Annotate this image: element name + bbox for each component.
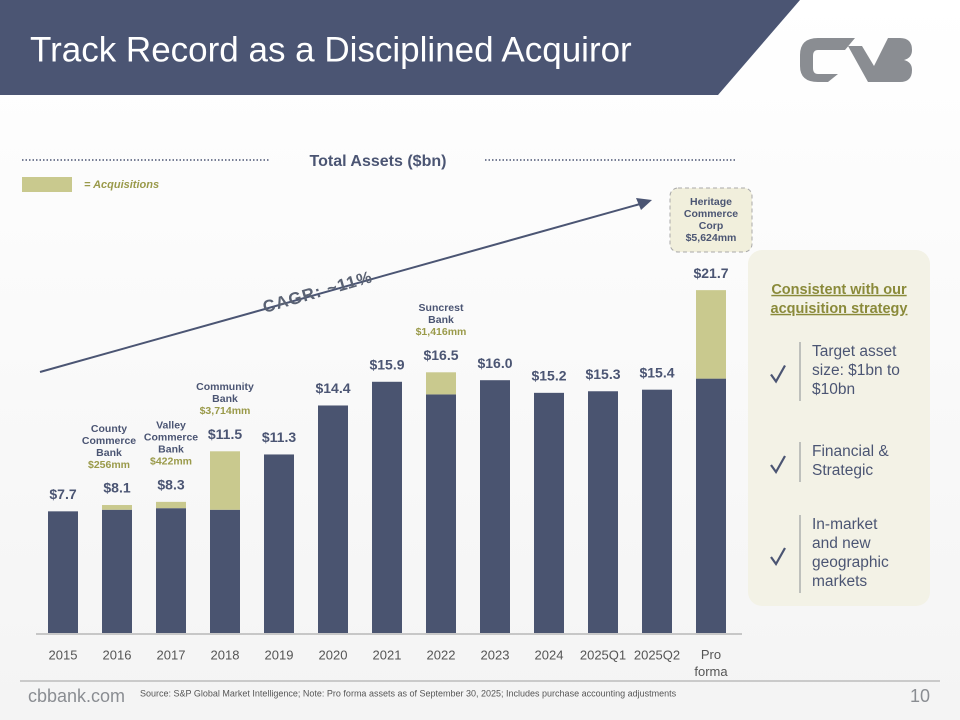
chart-subtitle: Total Assets ($bn) [310, 153, 447, 170]
acquisition-amount: $256mm [88, 459, 130, 471]
x-tick-label: 2025Q2 [634, 647, 680, 662]
bar-segment [102, 509, 132, 633]
slide-title: Track Record as a Disciplined Acquiror [30, 30, 632, 69]
acquisition-name: Commerce [144, 432, 198, 444]
total-label: $8.3 [157, 477, 184, 493]
x-tick-label: 2015 [49, 647, 78, 662]
x-tick-label: 2019 [265, 647, 294, 662]
item-text: $10bn [812, 381, 855, 398]
bar-segment [156, 501, 186, 509]
acquisition-name: Community [196, 381, 254, 393]
bar-segment [426, 394, 456, 633]
acquisition-name: Bank [212, 393, 238, 405]
item-text: Target asset [812, 343, 897, 360]
total-label: $16.5 [423, 347, 458, 363]
check-icon [770, 455, 786, 475]
acquisition-name: County [91, 423, 127, 435]
bar-segment [696, 290, 726, 379]
x-tick-label: 2025Q1 [580, 647, 626, 662]
total-label: $21.7 [693, 265, 728, 281]
cagr-arrow [39, 203, 641, 373]
acquisition-amount: $5,624mm [686, 232, 737, 244]
legend-swatch [22, 177, 72, 192]
x-tick-label: 2017 [157, 647, 186, 662]
arrow-head [636, 198, 652, 210]
panel-heading: Consistent with our [771, 282, 907, 298]
acquisition-name: Commerce [684, 208, 738, 220]
x-tick-label: Pro forma [694, 647, 728, 679]
x-tick-label: 2021 [373, 647, 402, 662]
total-label: $11.5 [208, 426, 242, 442]
acquisition-name: Valley [156, 420, 186, 432]
item-text: and new [812, 535, 871, 552]
acquisition-name: Corp [699, 220, 724, 232]
panel-heading: acquisition strategy [771, 301, 908, 317]
bar-segment [102, 505, 132, 510]
bar-segment [264, 454, 294, 633]
bar-segment [534, 392, 564, 633]
item-text: size: $1bn to [812, 362, 900, 379]
item-text: markets [812, 573, 867, 590]
bar-segment [156, 508, 186, 633]
bar-segment [696, 378, 726, 633]
total-label: $14.4 [315, 380, 350, 396]
bar-segment [48, 511, 78, 633]
acquisition-name: Commerce [82, 435, 136, 447]
legend-label: = Acquisitions [84, 179, 159, 191]
total-label: $15.9 [369, 356, 404, 372]
item-text: In-market [812, 516, 878, 533]
bar-segment [642, 389, 672, 633]
footer-site: cbbank.com [28, 686, 125, 706]
bar-segment [426, 372, 456, 395]
bar-segment [480, 380, 510, 633]
check-icon [770, 364, 786, 384]
acquisition-name: Bank [158, 444, 184, 456]
bar-segment [372, 381, 402, 633]
acquisition-name: Heritage [690, 196, 732, 208]
acquisition-amount: $3,714mm [200, 405, 251, 417]
page-number: 10 [910, 686, 930, 706]
title-bar [0, 0, 800, 95]
acquisition-amount: $1,416mm [416, 326, 467, 338]
footer-source: Source: S&P Global Market Intelligence; … [140, 688, 677, 698]
x-tick-label: 2018 [211, 647, 240, 662]
x-tick-label: 2022 [427, 647, 456, 662]
x-tick-label: 2024 [535, 647, 564, 662]
x-tick-label: 2016 [103, 647, 132, 662]
logo [800, 38, 912, 82]
total-label: $11.3 [262, 429, 296, 445]
acquisition-box [669, 187, 753, 253]
x-tick-label: 2023 [481, 647, 510, 662]
bar-segment [210, 451, 240, 510]
bar-segment [318, 405, 348, 633]
acquisition-name: Suncrest [419, 302, 464, 314]
total-label: $16.0 [477, 355, 512, 371]
total-label: $15.2 [531, 368, 566, 384]
check-icon [770, 547, 786, 567]
x-tick-label: 2020 [319, 647, 348, 662]
item-text: Financial & [812, 443, 889, 460]
total-label: $15.4 [639, 364, 674, 380]
item-text: Strategic [812, 462, 873, 479]
acquisition-name: Bank [428, 314, 454, 326]
acquisition-amount: $422mm [150, 456, 192, 468]
total-label: $7.7 [49, 486, 76, 502]
item-text: geographic [812, 554, 889, 571]
bar-segment [210, 509, 240, 633]
total-label: $8.1 [103, 480, 130, 496]
acquisition-name: Bank [96, 447, 122, 459]
strategy-panel [748, 250, 930, 606]
bar-segment [588, 391, 618, 633]
total-label: $15.3 [585, 366, 620, 382]
